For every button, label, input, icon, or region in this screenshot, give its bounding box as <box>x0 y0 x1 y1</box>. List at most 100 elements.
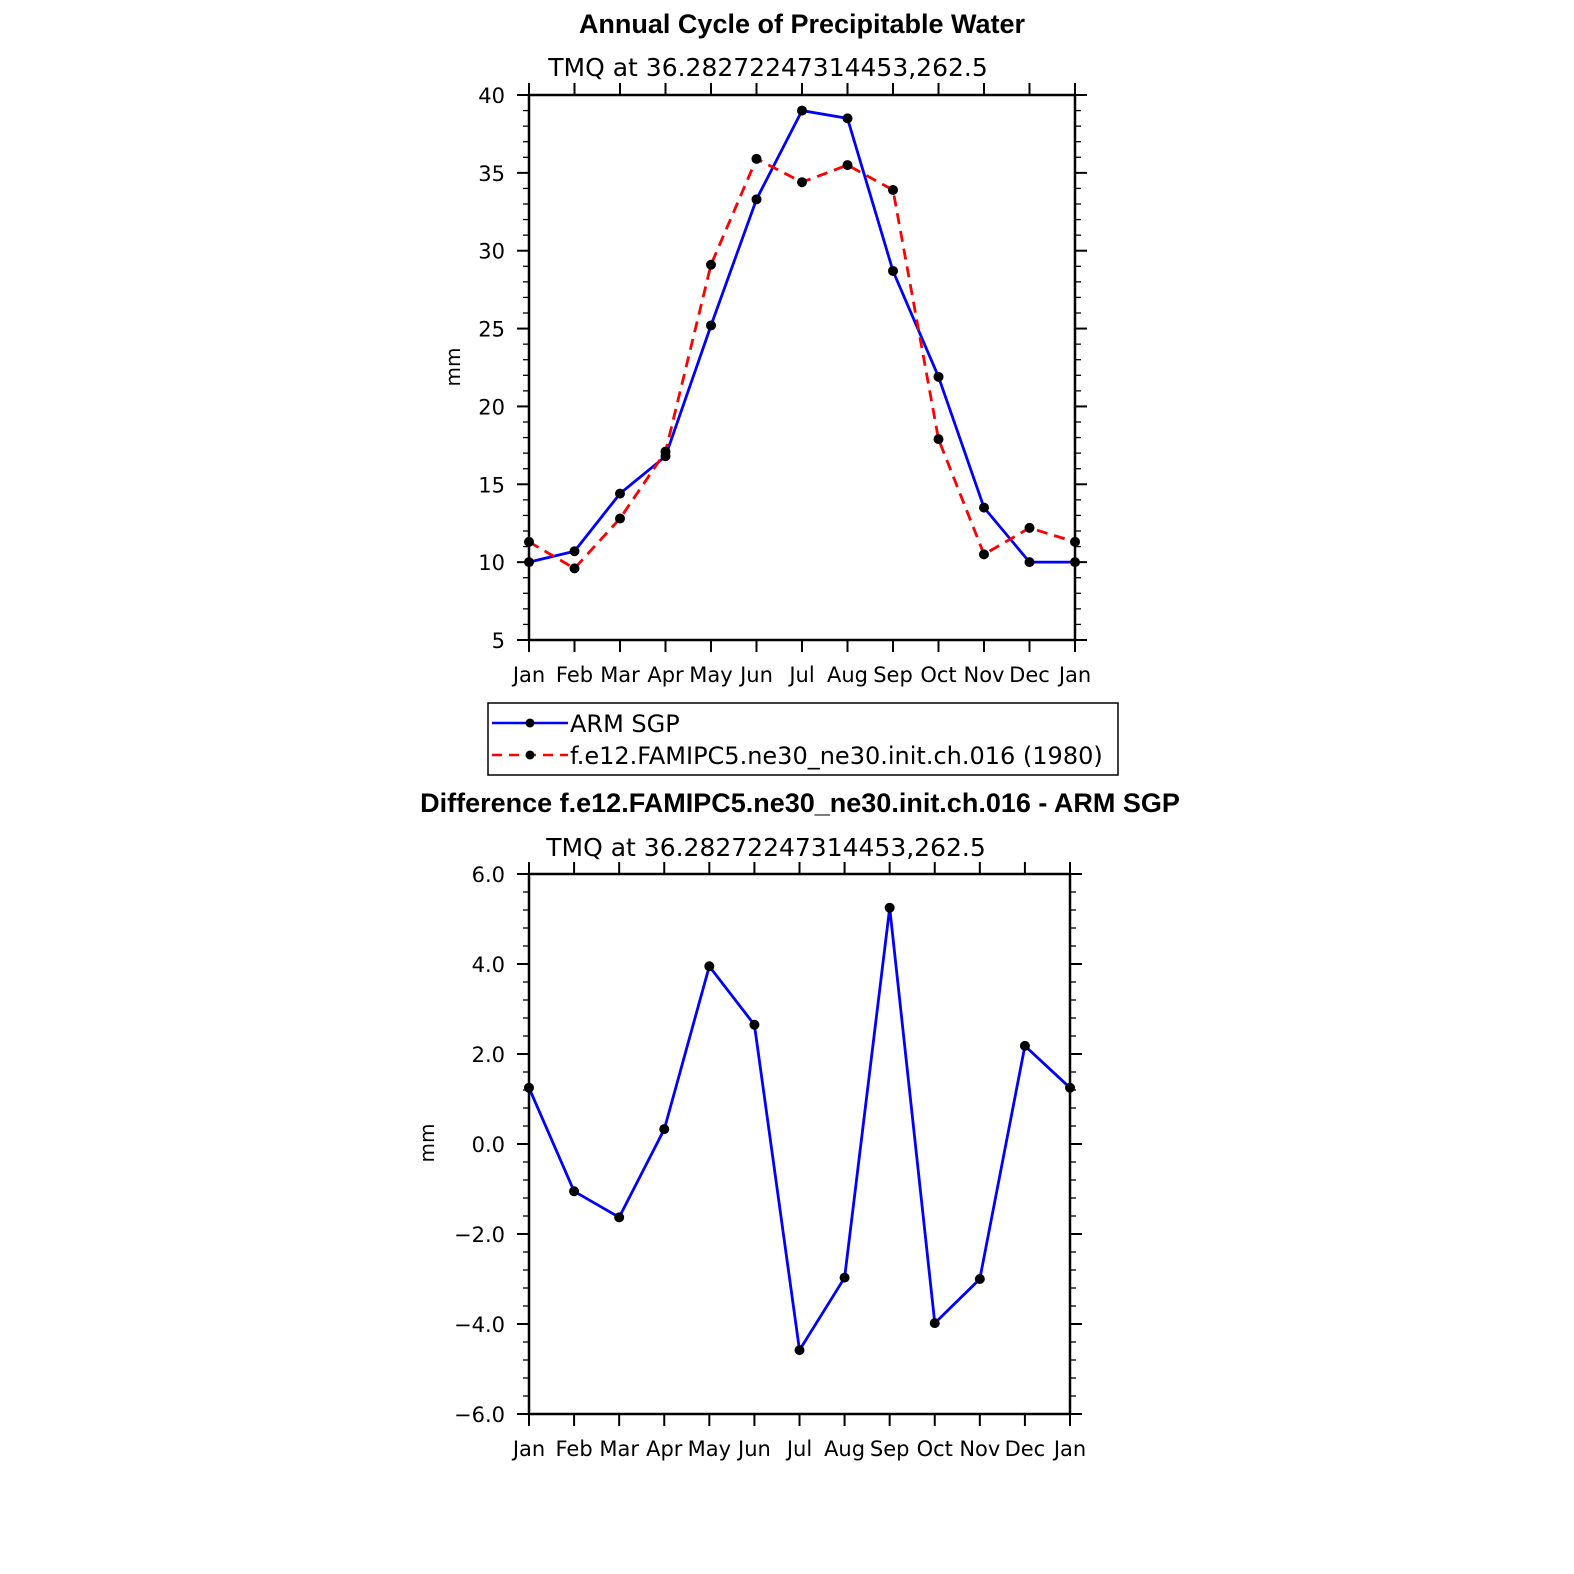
data-point <box>1070 536 1080 547</box>
data-point <box>524 1082 534 1093</box>
y-tick-label: 20 <box>478 395 505 419</box>
x-tick-label: Nov <box>964 663 1005 687</box>
legend: ARM SGP f.e12.FAMIPC5.ne30_ne30.init.ch.… <box>487 702 1119 776</box>
x-tick-label: Dec <box>1005 1437 1046 1461</box>
data-point <box>933 371 944 382</box>
axes: Jan Feb Mar Apr May Jun Jul Aug Sep Oct Nov Dec Jan5… <box>478 83 1091 687</box>
data-point <box>569 546 580 557</box>
data-point <box>524 536 534 547</box>
data-point <box>706 259 716 270</box>
plot-frame <box>527 872 1072 1416</box>
data-point <box>615 513 625 524</box>
x-tick-label: Jun <box>736 1437 771 1461</box>
data-point <box>797 105 807 116</box>
x-tick-label: Sep <box>873 663 913 687</box>
x-tick-label: Sep <box>870 1437 910 1461</box>
x-tick-label: Feb <box>556 663 593 687</box>
x-tick-label: Oct <box>917 1437 953 1461</box>
series-layer <box>524 105 1080 574</box>
x-tick-label: Jul <box>787 663 814 687</box>
data-point <box>1019 1040 1030 1051</box>
difference-chart: Difference f.e12.FAMIPC5.ne30_ne30.init.… <box>415 788 1180 1461</box>
data-point <box>933 434 944 445</box>
y-tick-label: 2.0 <box>472 1043 505 1067</box>
axes: Jan Feb Mar Apr May Jun Jul Aug Sep Oct Nov Dec Jan−… <box>454 862 1086 1461</box>
data-point <box>524 557 534 568</box>
x-tick-label: Mar <box>599 1437 639 1461</box>
plot-frame <box>527 93 1077 642</box>
x-tick-label: May <box>689 663 732 687</box>
data-point <box>884 902 895 913</box>
x-tick-label: Feb <box>555 1437 592 1461</box>
y-tick-label: 35 <box>478 162 505 186</box>
data-point <box>842 160 853 171</box>
data-point <box>1024 557 1035 568</box>
y-tick-label: 4.0 <box>472 953 505 977</box>
data-point <box>660 446 671 457</box>
data-point <box>1065 1082 1075 1093</box>
legend-label-arm-sgp: ARM SGP <box>570 710 680 738</box>
data-point <box>888 184 898 195</box>
data-point <box>751 153 762 164</box>
chart-subtitle: TMQ at 36.28272247314453,262.5 <box>547 53 988 82</box>
legend-marker-model <box>525 750 535 760</box>
data-point <box>842 113 853 124</box>
data-point <box>615 488 625 499</box>
data-point <box>1024 522 1035 533</box>
data-point <box>569 1186 580 1197</box>
legend-marker-arm-sgp <box>525 718 535 728</box>
y-tick-label: 10 <box>478 551 505 575</box>
x-tick-label: Jun <box>738 663 773 687</box>
x-tick-label: Jan <box>1052 1437 1086 1461</box>
data-point <box>751 194 762 205</box>
data-point <box>614 1212 625 1223</box>
x-tick-label: Oct <box>920 663 956 687</box>
data-point <box>929 1318 940 1329</box>
y-tick-label: −4.0 <box>454 1313 505 1337</box>
y-tick-label: 0.0 <box>472 1133 505 1157</box>
x-tick-label: May <box>688 1437 731 1461</box>
data-point <box>749 1019 760 1030</box>
x-tick-label: Jan <box>1057 663 1091 687</box>
data-point <box>706 320 716 331</box>
chart-title: Annual Cycle of Precipitable Water <box>579 9 1026 39</box>
data-point <box>979 502 989 513</box>
data-point <box>569 563 580 574</box>
x-tick-label: Apr <box>647 663 684 687</box>
data-point <box>839 1272 850 1283</box>
data-point <box>974 1274 985 1284</box>
x-tick-label: Dec <box>1009 663 1050 687</box>
data-point <box>794 1345 805 1356</box>
y-tick-label: 30 <box>478 240 505 264</box>
y-tick-label: 6.0 <box>472 863 505 887</box>
legend-box <box>487 702 1119 776</box>
x-tick-label: Jan <box>511 1437 545 1461</box>
chart-title: Difference f.e12.FAMIPC5.ne30_ne30.init.… <box>420 788 1180 818</box>
y-axis-label: mm <box>441 348 465 387</box>
data-point <box>797 177 807 188</box>
x-tick-label: Jul <box>785 1437 812 1461</box>
y-tick-label: 5 <box>492 629 505 653</box>
y-tick-label: −6.0 <box>454 1403 505 1427</box>
data-point <box>979 549 989 560</box>
chart-subtitle: TMQ at 36.28272247314453,262.5 <box>545 833 986 862</box>
y-tick-label: 25 <box>478 318 505 342</box>
series-line <box>527 907 1071 1355</box>
x-tick-label: Aug <box>824 1437 865 1461</box>
y-tick-label: 15 <box>478 473 505 497</box>
y-tick-label: −2.0 <box>454 1223 505 1247</box>
x-tick-label: Apr <box>646 1437 683 1461</box>
y-axis-label: mm <box>415 1124 439 1163</box>
data-point <box>704 961 715 972</box>
data-point <box>659 1124 670 1135</box>
x-tick-label: Aug <box>827 663 868 687</box>
annual-cycle-chart: Annual Cycle of Precipitable Water TMQ a… <box>441 9 1119 776</box>
data-point <box>1070 557 1080 568</box>
x-tick-label: Mar <box>600 663 640 687</box>
data-point <box>888 265 898 276</box>
x-tick-label: Jan <box>511 663 545 687</box>
x-tick-label: Nov <box>959 1437 1000 1461</box>
legend-label-model: f.e12.FAMIPC5.ne30_ne30.init.ch.016 (198… <box>570 742 1103 770</box>
y-tick-label: 40 <box>478 84 505 108</box>
